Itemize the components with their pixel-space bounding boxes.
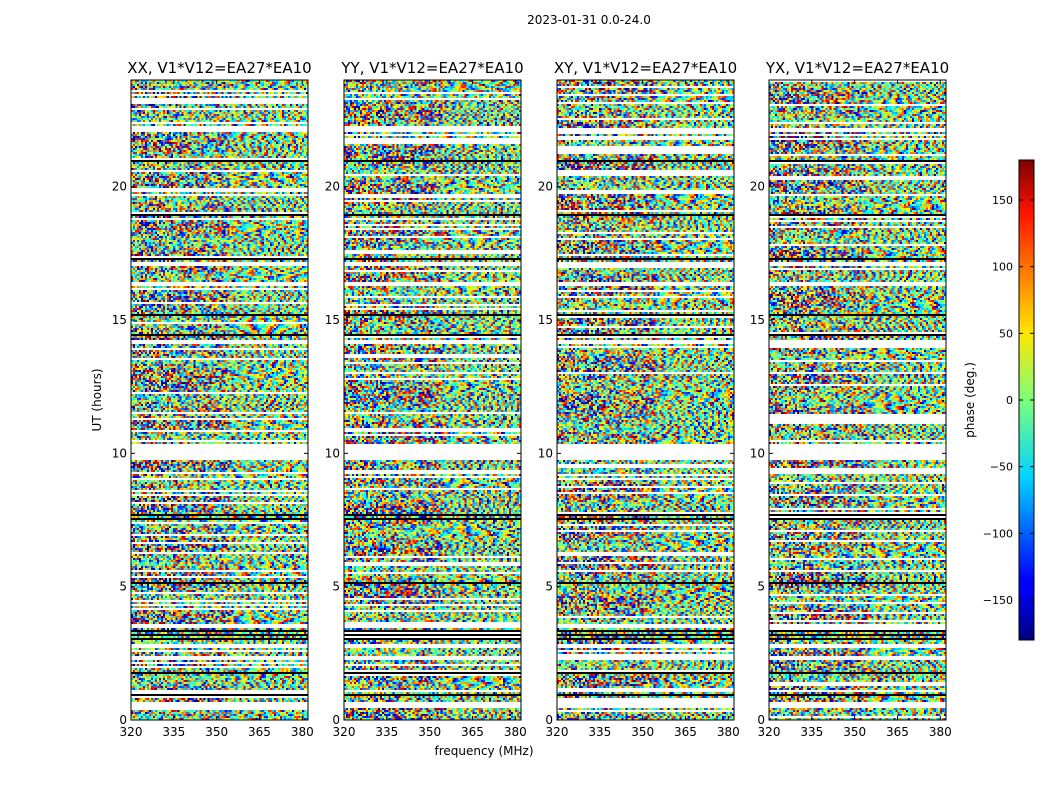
panel-frame — [130, 79, 309, 721]
x-tick-label: 320 — [120, 725, 143, 739]
colorbar-tick-label: 100 — [992, 261, 1013, 274]
panel-frame — [768, 79, 947, 721]
x-tick-label: 335 — [800, 725, 823, 739]
y-tick-label: 5 — [757, 580, 765, 594]
figure-title: 2023-01-31 0.0-24.0 — [527, 13, 651, 27]
x-tick-label: 335 — [588, 725, 611, 739]
x-tick-label: 365 — [886, 725, 909, 739]
heatmap-image — [344, 80, 521, 720]
x-tick-label: 380 — [504, 725, 527, 739]
x-tick-label: 350 — [631, 725, 654, 739]
y-tick-label: 15 — [538, 313, 553, 327]
y-tick-label: 0 — [332, 713, 340, 727]
y-tick-label: 0 — [757, 713, 765, 727]
heatmap-image — [557, 80, 734, 720]
x-tick-label: 320 — [758, 725, 781, 739]
y-tick-label: 15 — [325, 313, 340, 327]
y-tick-label: 0 — [545, 713, 553, 727]
y-tick-label: 5 — [119, 580, 127, 594]
panel-yx: YX, V1*V12=EA27*EA10 320 335 350 365 380 0 5 10 1… — [750, 59, 952, 739]
x-tick-label: 380 — [929, 725, 952, 739]
x-tick-label: 350 — [205, 725, 228, 739]
y-tick-label: 20 — [538, 180, 553, 194]
panel-title: YY, V1*V12=EA27*EA10 — [340, 59, 523, 77]
x-tick-label: 350 — [418, 725, 441, 739]
y-tick-label: 0 — [119, 713, 127, 727]
heatmap-image — [769, 80, 946, 720]
panel-title: XX, V1*V12=EA27*EA10 — [127, 59, 311, 77]
y-tick-label: 20 — [750, 180, 765, 194]
colorbar-tick-label: 0 — [1006, 394, 1013, 407]
y-tick-label: 5 — [332, 580, 340, 594]
y-tick-label: 20 — [325, 180, 340, 194]
panel-frame — [343, 79, 522, 721]
y-tick-label: 5 — [545, 580, 553, 594]
x-tick-label: 380 — [717, 725, 740, 739]
colorbar-tick-label: −50 — [990, 461, 1013, 474]
colorbar-ticks: 150 100 50 0 −50 −100 −150 — [983, 194, 1034, 607]
y-tick-label: 10 — [325, 446, 340, 460]
x-tick-label: 380 — [291, 725, 314, 739]
colorbar-tick-label: 50 — [999, 327, 1013, 340]
panel-yy: YY, V1*V12=EA27*EA10 320 335 350 365 380 0 5 10 1… — [325, 59, 527, 739]
panel-frame — [556, 79, 735, 721]
colorbar-tick-label: 150 — [992, 194, 1013, 207]
x-tick-label: 335 — [162, 725, 185, 739]
x-tick-label: 320 — [546, 725, 569, 739]
heatmap-image — [131, 80, 308, 720]
y-axis-label: UT (hours) — [90, 368, 104, 431]
x-tick-label: 335 — [375, 725, 398, 739]
colorbar-tick-label: −100 — [983, 527, 1013, 540]
colorbar-label: phase (deg.) — [963, 362, 977, 438]
panel-xx: XX, V1*V12=EA27*EA10 320 335 350 365 380 0 5 10 1… — [112, 59, 314, 739]
y-tick-label: 10 — [112, 446, 127, 460]
x-axis-label: frequency (MHz) — [434, 744, 533, 758]
x-tick-label: 350 — [843, 725, 866, 739]
y-tick-label: 20 — [112, 180, 127, 194]
colorbar-tick-label: −150 — [983, 594, 1013, 607]
x-tick-label: 320 — [333, 725, 356, 739]
x-tick-label: 365 — [248, 725, 271, 739]
panels-layer: XX, V1*V12=EA27*EA10 320 335 350 365 380 0 5 10 1… — [112, 59, 952, 739]
y-tick-label: 10 — [750, 446, 765, 460]
y-tick-label: 15 — [112, 313, 127, 327]
panel-title: XY, V1*V12=EA27*EA10 — [554, 59, 737, 77]
y-tick-label: 10 — [538, 446, 553, 460]
y-tick-label: 15 — [750, 313, 765, 327]
panel-title: YX, V1*V12=EA27*EA10 — [765, 59, 949, 77]
panel-xy: XY, V1*V12=EA27*EA10 320 335 350 365 380 0 5 10 1… — [538, 59, 740, 739]
x-tick-label: 365 — [461, 725, 484, 739]
x-tick-label: 365 — [674, 725, 697, 739]
